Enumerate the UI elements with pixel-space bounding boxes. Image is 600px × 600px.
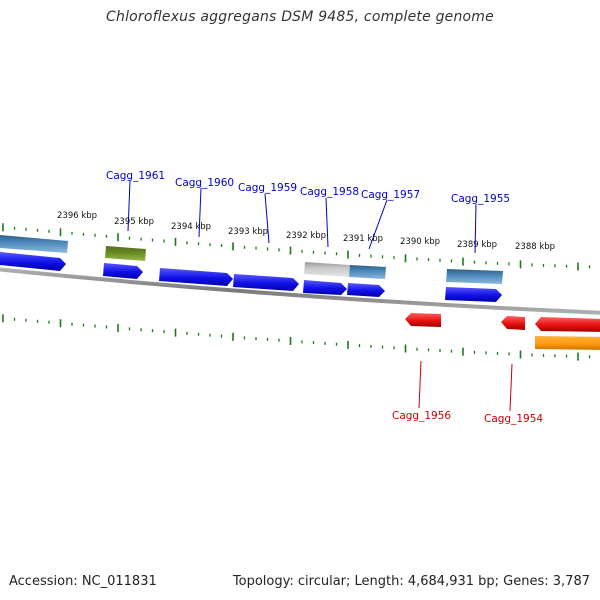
- reverse-feature[interactable]: [535, 336, 600, 350]
- genome-summary-text: Topology: circular; Length: 4,684,931 bp…: [232, 574, 590, 589]
- genome-backbone: [0, 267, 600, 315]
- label-leader: [127, 180, 131, 232]
- forward-gene-labels: Cagg_1961 Cagg_1960 Cagg_1959 Cagg_1958 …: [106, 170, 510, 254]
- label-leader: [264, 193, 270, 244]
- forward-gene[interactable]: [159, 268, 233, 286]
- rna-feature[interactable]: [0, 235, 68, 253]
- scale-label-2394: 2394 kbp: [171, 222, 211, 232]
- reverse-gene-labels: Cagg_1956 Cagg_1954: [392, 360, 543, 425]
- label-leader: [325, 197, 329, 248]
- forward-gene[interactable]: [445, 287, 502, 302]
- gene-label-cagg-1954[interactable]: Cagg_1954: [484, 413, 543, 425]
- label-leader: [474, 203, 477, 254]
- gene-label-cagg-1961[interactable]: Cagg_1961: [106, 170, 165, 182]
- misc-feature[interactable]: [105, 246, 146, 261]
- gene-label-cagg-1958[interactable]: Cagg_1958: [300, 186, 359, 198]
- reverse-genes: [405, 313, 600, 350]
- gene-label-cagg-1956[interactable]: Cagg_1956: [392, 410, 451, 422]
- gene-label-cagg-1960[interactable]: Cagg_1960: [175, 177, 234, 189]
- scale-labels: 2396 kbp 2395 kbp 2394 kbp 2393 kbp 2392…: [57, 211, 555, 252]
- rna-feature[interactable]: [349, 265, 386, 279]
- forward-genes: [0, 252, 502, 302]
- forward-features: [0, 235, 503, 284]
- scale-label-2392: 2392 kbp: [286, 231, 326, 241]
- gene-label-cagg-1959[interactable]: Cagg_1959: [238, 182, 297, 194]
- gene-label-cagg-1957[interactable]: Cagg_1957: [361, 189, 420, 201]
- reverse-gene[interactable]: [535, 317, 600, 332]
- reverse-scale-ticks: [2, 314, 591, 361]
- forward-gene[interactable]: [0, 252, 66, 271]
- scale-label-2396: 2396 kbp: [57, 211, 97, 221]
- rna-feature[interactable]: [446, 269, 503, 284]
- forward-gene[interactable]: [303, 280, 347, 295]
- label-leader: [198, 187, 202, 238]
- forward-gene[interactable]: [103, 263, 143, 279]
- reverse-gene[interactable]: [405, 313, 441, 327]
- accession-text: Accession: NC_011831: [9, 574, 157, 589]
- label-leader: [418, 360, 422, 409]
- forward-gene[interactable]: [233, 274, 299, 291]
- forward-gene[interactable]: [347, 283, 385, 297]
- scale-label-2390: 2390 kbp: [400, 237, 440, 247]
- scale-label-2395: 2395 kbp: [114, 217, 154, 227]
- scale-label-2391: 2391 kbp: [343, 234, 383, 244]
- scale-label-2388: 2388 kbp: [515, 242, 555, 252]
- forward-scale-ticks: [2, 223, 591, 271]
- reverse-gene[interactable]: [501, 316, 525, 330]
- map-title: Chloroflexus aggregans DSM 9485, complet…: [106, 9, 494, 25]
- scale-label-2393: 2393 kbp: [228, 227, 268, 237]
- scale-label-2389: 2389 kbp: [457, 240, 497, 250]
- label-leader: [368, 199, 388, 250]
- gene-label-cagg-1955[interactable]: Cagg_1955: [451, 193, 510, 205]
- label-leader: [509, 363, 513, 412]
- pseudo-feature[interactable]: [304, 262, 350, 277]
